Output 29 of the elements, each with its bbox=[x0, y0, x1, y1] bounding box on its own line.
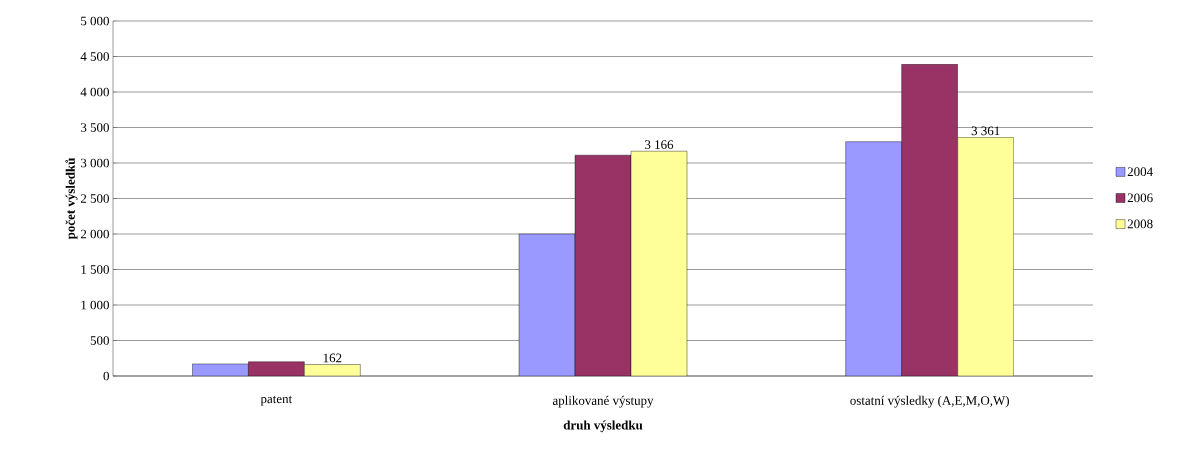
y-tick-label: 4 500 bbox=[80, 52, 109, 61]
y-axis-title: počet výsledků bbox=[65, 158, 78, 240]
bar bbox=[845, 141, 902, 376]
legend-label: 2008 bbox=[1127, 219, 1153, 229]
legend-label: 2004 bbox=[1127, 167, 1153, 177]
bar bbox=[518, 233, 576, 376]
x-axis-title: druh výsledku bbox=[563, 420, 643, 433]
y-tick-label: 1 000 bbox=[81, 300, 109, 310]
legend-label: 2006 bbox=[1127, 193, 1153, 203]
y-tick-label: 500 bbox=[90, 336, 109, 345]
y-tick-label: 3 000 bbox=[80, 158, 109, 168]
bar bbox=[248, 361, 305, 376]
y-tick-label: 0 bbox=[103, 371, 109, 381]
bar bbox=[574, 154, 632, 376]
data-label: 3 361 bbox=[971, 126, 1000, 136]
y-tick-label: 2 000 bbox=[80, 229, 109, 239]
x-tick-label: aplikované výstupy bbox=[552, 395, 654, 408]
data-label: 162 bbox=[323, 353, 342, 363]
y-tick-label: 4 000 bbox=[80, 87, 109, 97]
bar bbox=[901, 64, 958, 376]
y-tick-label: 2 500 bbox=[80, 194, 109, 203]
x-tick-label: ostatní výsledky (A,E,M,O,W) bbox=[850, 395, 1009, 408]
x-tick-label: patent bbox=[260, 395, 293, 406]
bar bbox=[957, 137, 1014, 376]
y-tick-label: 5 000 bbox=[81, 16, 109, 26]
bar bbox=[630, 151, 688, 376]
data-label: 3 166 bbox=[645, 140, 674, 150]
y-tick-label: 3 500 bbox=[80, 123, 109, 132]
y-tick-label: 1 500 bbox=[81, 265, 109, 274]
